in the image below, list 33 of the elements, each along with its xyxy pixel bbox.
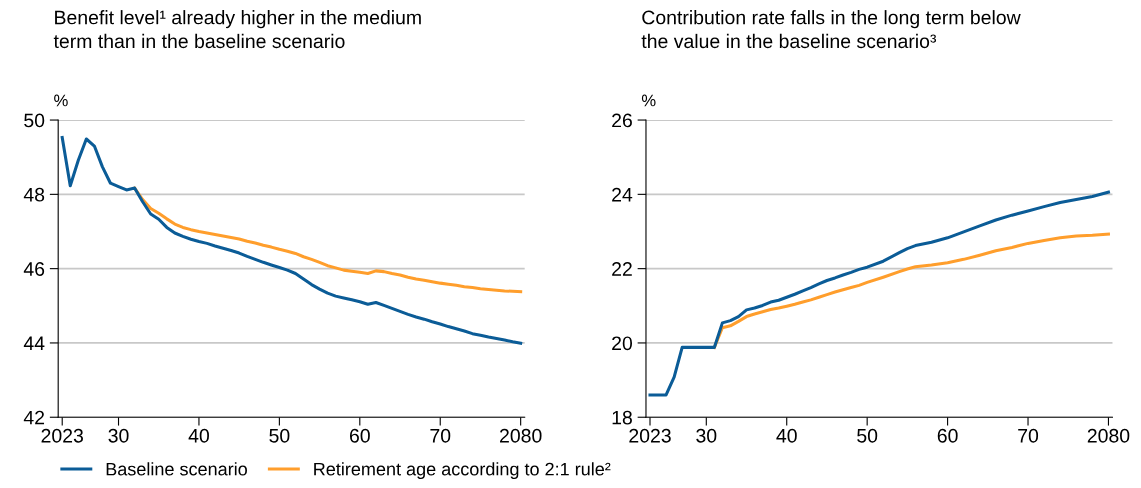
legend-label: Retirement age according to 2:1 rule² (314, 462, 611, 480)
y-tick-label: 26 (612, 113, 632, 128)
y-tick-label: 18 (612, 410, 632, 425)
line-series (60, 135, 523, 345)
y-axis-title: % (54, 94, 68, 107)
x-tick-label: 50 (857, 428, 878, 443)
x-tick-label: 60 (937, 428, 958, 443)
x-tick-label: 2023 (41, 428, 83, 443)
x-tick-label: 40 (776, 428, 797, 443)
x-tick-label: 2080 (1087, 428, 1130, 443)
y-tick-label: 20 (612, 336, 633, 351)
y-axis-title: % (641, 94, 656, 107)
x-tick-label: 2080 (500, 428, 542, 443)
x-tick-label: 50 (269, 428, 290, 443)
y-tick-label: 22 (612, 262, 632, 276)
chart-title: Benefit level¹ already higher in the medium term than in the baseline scenario (53, 10, 421, 49)
y-tick-label: 44 (23, 336, 45, 350)
x-tick-label: 40 (188, 428, 209, 443)
y-tick-label: 42 (23, 410, 45, 425)
x-tick-label: 70 (1018, 428, 1039, 443)
line-series (712, 232, 1110, 349)
x-tick-label: 60 (349, 428, 370, 443)
chart-title: Contribution rate falls in the long term below the value in the baseline scenario³ (641, 10, 1021, 49)
x-tick-label: 70 (430, 428, 451, 443)
y-tick-label: 24 (612, 187, 633, 202)
line-series (648, 190, 1110, 397)
legend-label: Baseline scenario (106, 462, 247, 476)
y-tick-label: 46 (23, 262, 45, 276)
x-tick-label: 2023 (629, 428, 671, 443)
y-tick-label: 48 (23, 187, 45, 202)
x-tick-label: 30 (696, 428, 717, 443)
y-tick-label: 50 (24, 113, 45, 128)
x-tick-label: 30 (108, 428, 129, 443)
